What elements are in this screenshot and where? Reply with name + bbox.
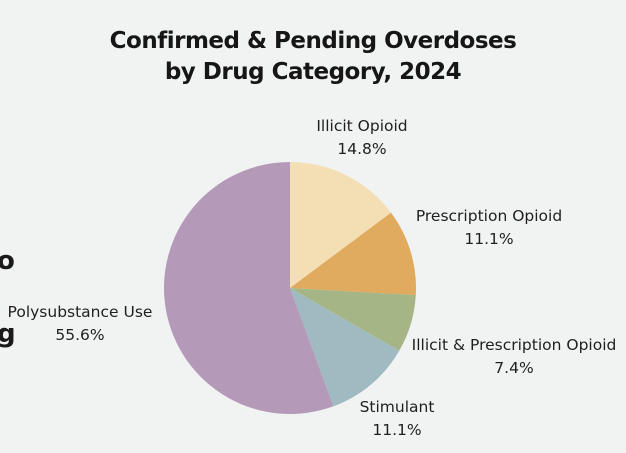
slice-label-text: Illicit & Prescription Opioid (411, 336, 617, 354)
cropped-text-fragment-bottom: g (0, 319, 16, 349)
slice-label-text: Prescription Opioid (415, 207, 563, 225)
pie-slice-illicit-opioid (290, 162, 391, 288)
slice-label-pct: 7.4% (494, 359, 534, 377)
pie-slice-illicit-prescription-opioid (290, 288, 416, 351)
slice-label-pct: 11.1% (464, 230, 514, 248)
slice-label-text: Illicit Opioid (316, 117, 408, 135)
chart-title-line1: Confirmed & Pending Overdoses (109, 28, 517, 54)
pie-chart (164, 162, 416, 414)
chart-title: Confirmed & Pending Overdoses by Drug Ca… (0, 26, 626, 88)
slice-label-pct: 11.1% (372, 421, 422, 439)
pie-slice-stimulant (290, 288, 400, 407)
slice-label-stimulant: Stimulant 11.1% (360, 396, 435, 442)
slice-label-illicit-opioid: Illicit Opioid 14.8% (316, 115, 407, 161)
pie-slice-prescription-opioid (290, 212, 416, 296)
cropped-text-fragment-top: o (0, 246, 15, 276)
slice-label-pct: 14.8% (337, 140, 387, 158)
slice-label-prescription-opioid: Prescription Opioid 11.1% (416, 205, 562, 251)
slice-label-pct: 55.6% (55, 326, 105, 344)
chart-title-line2: by Drug Category, 2024 (164, 59, 462, 85)
slice-label-polysubstance-use: Polysubstance Use 55.6% (8, 301, 153, 347)
slice-label-text: Stimulant (359, 398, 435, 416)
slice-label-text: Polysubstance Use (7, 303, 153, 321)
slice-label-illicit-and-prescription-opioid: Illicit & Prescription Opioid 7.4% (412, 334, 617, 380)
pie-slice-polysubstance-use (164, 162, 334, 414)
